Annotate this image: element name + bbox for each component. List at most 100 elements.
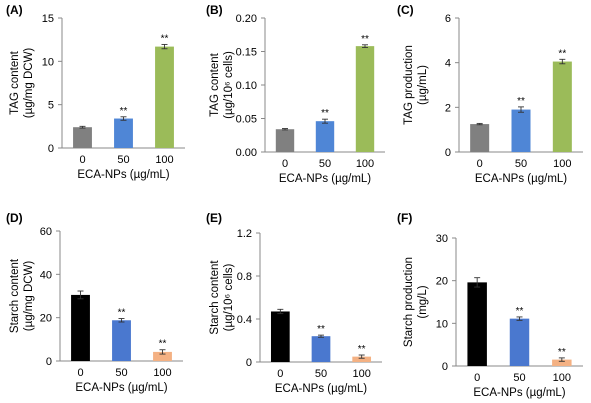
x-axis-title: ECA-NPs (µg/mL) bbox=[473, 387, 565, 399]
bar bbox=[467, 282, 487, 366]
bar bbox=[352, 356, 372, 362]
y-axis-title: (mg/L) bbox=[417, 285, 429, 318]
x-tick-label: 50 bbox=[319, 158, 331, 170]
x-tick-label: 100 bbox=[553, 372, 571, 384]
y-tick-label: 0.8 bbox=[237, 271, 252, 283]
y-tick-label: 0.20 bbox=[236, 13, 257, 25]
y-axis-title: TAG content bbox=[9, 50, 21, 115]
significance-label: ** bbox=[159, 339, 167, 350]
x-tick-label: 100 bbox=[356, 158, 374, 170]
panel-label: (C) bbox=[397, 3, 414, 17]
y-tick-label: 0 bbox=[246, 357, 252, 369]
significance-label: ** bbox=[517, 96, 525, 107]
panel-label: (B) bbox=[206, 3, 223, 17]
x-tick-label: 0 bbox=[277, 368, 283, 380]
chart-panel-1: (A) 0 5 10 15 0 ** 50 ** 100 ECA-NPs (µg/mL) TAG co… bbox=[6, 3, 185, 181]
bar bbox=[73, 127, 92, 148]
x-tick-label: 0 bbox=[77, 367, 83, 379]
x-tick-label: 0 bbox=[477, 158, 483, 170]
y-tick-label: 20 bbox=[436, 276, 448, 288]
y-tick-label: 0.15 bbox=[236, 47, 257, 59]
y-tick-label: 1.2 bbox=[237, 228, 252, 240]
y-tick-label: 10 bbox=[436, 318, 448, 330]
x-axis-title: ECA-NPs (µg/mL) bbox=[279, 173, 371, 185]
x-tick-label: 50 bbox=[117, 154, 129, 166]
significance-label: ** bbox=[321, 108, 329, 119]
panel-label: (F) bbox=[397, 211, 412, 225]
y-axis-title: (µg/10⁶ cells) bbox=[223, 264, 235, 332]
bar bbox=[315, 121, 335, 152]
bar bbox=[112, 320, 131, 361]
x-tick-label: 50 bbox=[513, 372, 525, 384]
y-axis-title: TAG content bbox=[209, 52, 221, 117]
x-tick-label: 50 bbox=[315, 368, 327, 380]
y-axis-title: (µg/mg DCW) bbox=[23, 48, 35, 119]
significance-label: ** bbox=[361, 34, 369, 45]
x-tick-label: 100 bbox=[553, 158, 571, 170]
bar bbox=[470, 124, 490, 152]
x-tick-label: 50 bbox=[515, 158, 527, 170]
y-tick-label: 0.10 bbox=[236, 80, 257, 92]
y-tick-label: 20 bbox=[40, 313, 52, 325]
significance-label: ** bbox=[118, 308, 126, 319]
y-tick-label: 30 bbox=[436, 233, 448, 245]
y-axis-title: Starch production bbox=[403, 257, 415, 347]
y-tick-label: 2 bbox=[445, 102, 451, 114]
chart-panel-3: (C) 0 2 4 6 0 ** 50 ** 100 ECA-NPs (µg/mL) TAG prod… bbox=[397, 3, 583, 185]
significance-label: ** bbox=[358, 344, 366, 355]
bar bbox=[509, 318, 530, 366]
significance-label: ** bbox=[317, 324, 325, 335]
y-axis-title: (µg/mL) bbox=[417, 65, 429, 105]
x-axis-title: ECA-NPs (µg/mL) bbox=[275, 383, 367, 395]
x-tick-label: 0 bbox=[79, 154, 85, 166]
x-tick-label: 0 bbox=[282, 158, 288, 170]
y-tick-label: 15 bbox=[42, 13, 54, 25]
bar bbox=[552, 61, 572, 152]
y-tick-label: 0 bbox=[46, 356, 52, 368]
x-tick-label: 100 bbox=[155, 154, 173, 166]
y-tick-label: 0 bbox=[445, 147, 451, 159]
x-axis-title: ECA-NPs (µg/mL) bbox=[77, 169, 169, 181]
significance-label: ** bbox=[516, 306, 524, 317]
x-axis-title: ECA-NPs (µg/mL) bbox=[75, 382, 167, 394]
chart-panel-5: (E) 0 0.4 0.8 1.2 0 ** 50 ** 100 ECA-NPs (µg/mL) St… bbox=[206, 211, 382, 395]
chart-panel-2: (B) 0.00 0.05 0.10 0.15 0.20 0 ** 50 ** 100 ECA-NPs… bbox=[206, 3, 385, 185]
bar bbox=[155, 46, 174, 148]
panel-label: (A) bbox=[6, 3, 23, 17]
significance-label: ** bbox=[161, 33, 169, 44]
y-axis-title: Starch content bbox=[9, 258, 21, 333]
bar bbox=[71, 294, 90, 361]
x-tick-label: 100 bbox=[153, 367, 171, 379]
significance-label: ** bbox=[558, 48, 566, 59]
bar bbox=[311, 336, 331, 362]
y-tick-label: 0.00 bbox=[236, 147, 257, 159]
bar bbox=[552, 359, 572, 366]
x-axis-title: ECA-NPs (µg/mL) bbox=[475, 173, 567, 185]
bar bbox=[270, 311, 290, 362]
panel-label: (E) bbox=[206, 211, 222, 225]
x-tick-label: 0 bbox=[474, 372, 480, 384]
bar bbox=[153, 351, 172, 361]
y-axis-title: Starch content bbox=[209, 260, 221, 335]
panel-label: (D) bbox=[6, 211, 23, 225]
y-tick-label: 60 bbox=[40, 226, 52, 238]
significance-label: ** bbox=[120, 106, 128, 117]
y-axis-title: TAG production bbox=[403, 45, 415, 125]
bar bbox=[114, 118, 133, 148]
bar bbox=[511, 109, 531, 152]
y-tick-label: 40 bbox=[40, 269, 52, 281]
y-tick-label: 5 bbox=[48, 100, 54, 112]
y-tick-label: 0.4 bbox=[237, 314, 252, 326]
bar bbox=[355, 46, 375, 152]
chart-panel-4: (D) 0 20 40 60 0 ** 50 ** 100 ECA-NPs (µg/mL) Starc… bbox=[6, 211, 183, 394]
x-tick-label: 50 bbox=[115, 367, 127, 379]
y-tick-label: 0 bbox=[442, 361, 448, 373]
y-tick-label: 10 bbox=[42, 56, 54, 68]
y-tick-label: 4 bbox=[445, 58, 451, 70]
y-axis-title: (µg/10⁶ cells) bbox=[223, 51, 235, 119]
y-tick-label: 6 bbox=[445, 13, 451, 25]
y-tick-label: 0.05 bbox=[236, 114, 257, 126]
y-tick-label: 0 bbox=[48, 143, 54, 155]
y-axis-title: (µg/mg DCW) bbox=[23, 261, 35, 332]
